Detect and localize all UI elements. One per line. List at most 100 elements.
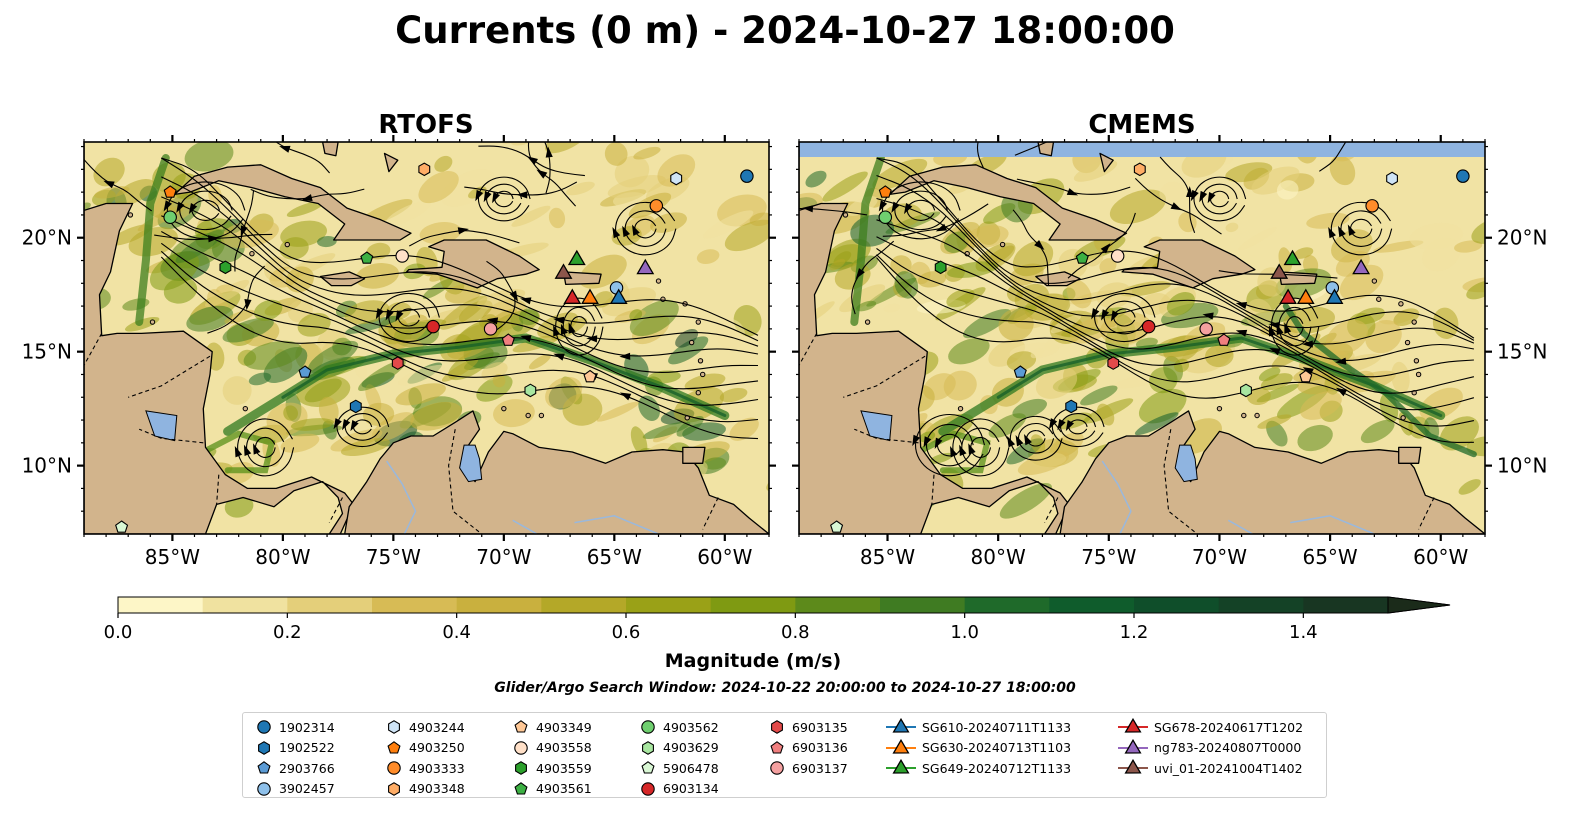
legend: 1902314 1902522 2903766 3902457 4903244 49032… — [242, 712, 1327, 798]
legend-entry: 4903559 — [512, 758, 592, 779]
colorbar-label: Magnitude (m/s) — [665, 650, 842, 672]
x-tick-label: 65°W — [587, 545, 642, 569]
float-marker — [360, 251, 374, 264]
colorbar-bin — [1134, 597, 1220, 613]
legend-entry: 4903349 — [512, 717, 592, 738]
float-marker — [257, 761, 271, 774]
colorbar-bin — [541, 597, 627, 613]
float-marker — [387, 761, 401, 775]
float-marker — [1124, 759, 1142, 774]
legend-marker-icon — [387, 761, 401, 775]
float-marker — [641, 720, 655, 734]
colorbar-tick-label: 0.0 — [104, 622, 133, 643]
float-marker — [1107, 356, 1120, 370]
colorbar-bin — [118, 597, 204, 613]
legend-marker-icon — [771, 720, 783, 735]
legend-marker-icon — [257, 761, 271, 774]
legend-label: 4903244 — [409, 719, 465, 735]
legend-marker-icon — [886, 738, 916, 754]
panel-title-cmems: CMEMS — [1088, 110, 1195, 140]
float-marker — [1296, 288, 1315, 304]
legend-column: SG610-20240711T1133 SG630-20240713T1103 SG… — [886, 717, 1071, 779]
float-marker — [636, 258, 655, 275]
legend-entry: SG649-20240712T1133 — [886, 758, 1071, 779]
float-marker — [1283, 249, 1302, 266]
colorbar-bin — [1049, 597, 1135, 613]
legend-entry: SG630-20240713T1103 — [886, 738, 1071, 759]
legend-entry: 2903766 — [255, 758, 335, 779]
legend-label: 1902522 — [279, 740, 335, 756]
legend-column: SG678-20240617T1202 ng783-20240807T0000 uv… — [1118, 717, 1303, 779]
legend-column: 4903349 4903558 4903559 4903561 — [512, 717, 592, 799]
legend-label: SG649-20240712T1133 — [922, 760, 1072, 776]
legend-marker-icon — [257, 720, 271, 734]
legend-marker-icon — [257, 782, 271, 796]
legend-label: uvi_01-20241004T1402 — [1154, 760, 1303, 776]
y-tick-label: 15°N — [1497, 340, 1547, 364]
float-marker — [1386, 171, 1398, 186]
float-marker — [514, 720, 528, 733]
float-marker — [298, 365, 312, 378]
float-marker — [391, 356, 404, 370]
legend-entry: 6903134 — [639, 779, 719, 800]
float-marker — [892, 759, 910, 774]
legend-label: 2903766 — [279, 760, 335, 776]
colorbar-tick-label: 0.8 — [781, 622, 810, 643]
float-marker — [257, 720, 271, 734]
float-marker — [1075, 251, 1089, 264]
legend-column: 4903562 4903629 5906478 6903134 — [639, 717, 719, 799]
search-window-note: Glider/Argo Search Window: 2024-10-22 20… — [494, 680, 1076, 696]
legend-marker-icon — [514, 720, 528, 733]
float-marker — [514, 781, 528, 795]
legend-label: 4903562 — [663, 719, 719, 735]
colorbar-extend-arrow — [1387, 596, 1451, 614]
legend-marker-icon — [886, 759, 916, 774]
float-marker — [1124, 718, 1142, 733]
legend-entry: 3902457 — [255, 779, 335, 800]
float-marker — [483, 322, 498, 336]
float-marker — [388, 781, 400, 796]
float-marker — [830, 520, 844, 533]
colorbar-tick-label: 1.4 — [1289, 622, 1318, 643]
legend-label: 4903629 — [663, 740, 719, 756]
legend-label: 6903134 — [663, 781, 719, 797]
colorbar-bin — [456, 597, 542, 613]
float-marker — [583, 369, 597, 383]
legend-label: SG610-20240711T1133 — [922, 719, 1072, 735]
colorbar-bin — [795, 597, 881, 613]
colorbar-tick-label: 1.0 — [950, 622, 979, 643]
legend-marker-icon — [1118, 759, 1148, 774]
map-panel-cmems: 85°W 80°W 75°W 70°W 65°W 60°W 10°N 15°N 20°N — [792, 135, 1547, 569]
x-tick-label: 70°W — [476, 545, 531, 569]
float-marker — [515, 761, 527, 776]
x-tick-label: 80°W — [255, 545, 310, 569]
legend-label: 4903558 — [536, 740, 592, 756]
colorbar-bin — [626, 597, 712, 613]
float-marker — [514, 741, 528, 755]
float-marker — [892, 718, 910, 733]
figure-title: Currents (0 m) - 2024-10-27 18:00:00 — [395, 9, 1175, 52]
colorbar-bin — [1303, 597, 1389, 613]
float-marker — [642, 740, 654, 755]
x-tick-label: 70°W — [1192, 545, 1247, 569]
float-marker — [567, 249, 586, 266]
x-tick-label: 75°W — [1081, 545, 1136, 569]
float-marker — [1325, 288, 1344, 304]
legend-entry: 4903629 — [639, 738, 719, 759]
float-marker — [418, 162, 431, 177]
legend-marker-icon — [387, 740, 401, 754]
legend-marker-icon — [770, 740, 784, 754]
legend-entry: ng783-20240807T0000 — [1118, 738, 1303, 759]
float-marker — [934, 260, 947, 275]
float-marker — [609, 281, 624, 295]
float-marker — [395, 249, 409, 263]
float-marker — [1365, 199, 1379, 213]
legend-label: 4903349 — [536, 719, 592, 735]
float-marker — [1325, 281, 1340, 295]
legend-marker-icon — [514, 781, 528, 795]
legend-label: 4903348 — [409, 781, 465, 797]
colorbar-tick-label: 0.6 — [612, 622, 641, 643]
colorbar-bin — [964, 597, 1050, 613]
float-marker — [163, 185, 177, 198]
